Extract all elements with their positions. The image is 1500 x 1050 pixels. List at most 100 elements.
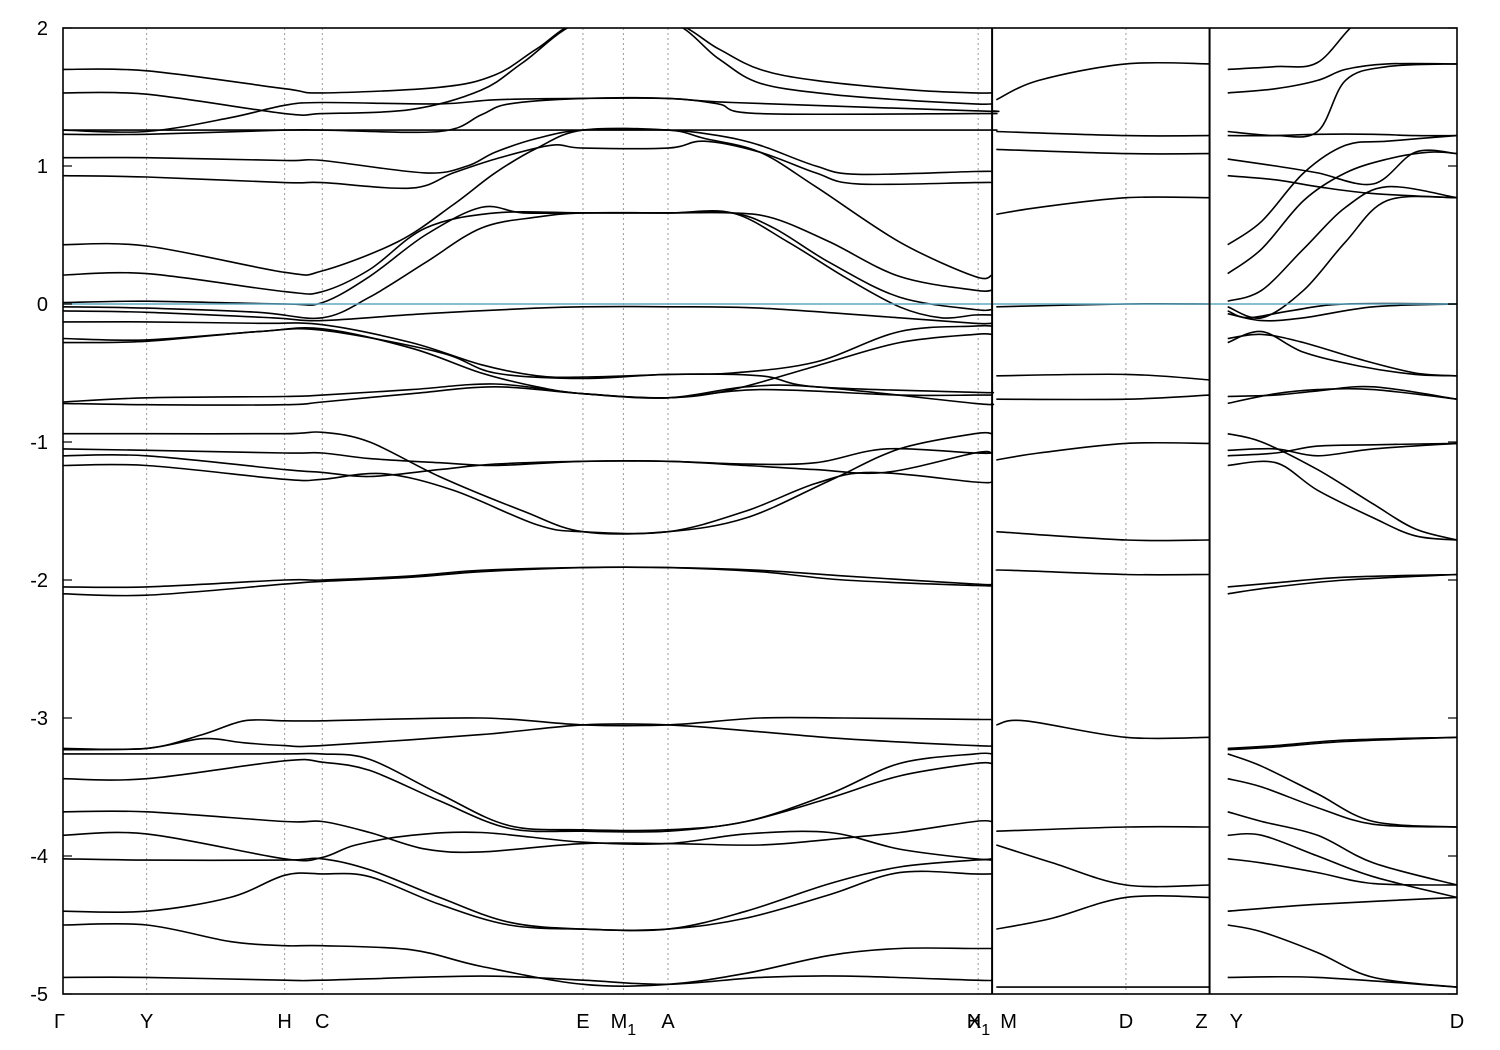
band-line-25 xyxy=(63,752,993,832)
band-line-23 xyxy=(63,716,993,751)
band-line-56 xyxy=(1227,185,1457,302)
plot-frame xyxy=(62,27,1458,995)
x-tick-label: Y xyxy=(1230,1011,1243,1033)
band-line-73 xyxy=(1227,777,1457,828)
band-line-29 xyxy=(63,857,993,932)
band-line-27 xyxy=(63,810,993,854)
band-line-19 xyxy=(63,447,993,478)
band-line-30 xyxy=(63,858,993,932)
band-line-63 xyxy=(1227,387,1457,405)
y-tick-label: -5 xyxy=(30,984,48,1006)
band-line-60 xyxy=(1227,333,1457,377)
band-line-53 xyxy=(1227,174,1457,199)
y-tick-label: 2 xyxy=(37,18,48,40)
band-line-5 xyxy=(63,128,993,176)
band-lines xyxy=(63,28,1457,988)
band-line-2 xyxy=(63,97,1000,133)
band-line-67 xyxy=(1227,460,1457,541)
band-line-24 xyxy=(63,723,993,751)
band-line-31 xyxy=(63,922,993,987)
band-line-15 xyxy=(63,383,995,406)
y-tick-label: -1 xyxy=(30,432,48,454)
x-tick-label: M xyxy=(1000,1011,1017,1033)
k-point-guides xyxy=(146,28,1127,994)
y-tick-label: -4 xyxy=(30,846,48,868)
segment-separators xyxy=(991,28,1211,994)
band-line-78 xyxy=(1227,924,1457,988)
y-tick-label: 0 xyxy=(37,294,48,316)
band-line-41 xyxy=(996,530,1210,542)
band-line-0 xyxy=(63,28,993,94)
band-line-3 xyxy=(63,96,998,136)
band-line-32 xyxy=(63,975,993,986)
band-line-28 xyxy=(63,830,993,862)
x-tick-label: C xyxy=(315,1011,329,1033)
x-tick-label: M1 xyxy=(611,1011,637,1039)
band-line-68 xyxy=(1227,573,1457,588)
band-line-21 xyxy=(63,566,993,589)
band-line-48 xyxy=(1227,28,1352,71)
x-tick-label: D xyxy=(1450,1011,1464,1033)
y-tick-label: 1 xyxy=(37,156,48,178)
band-line-11 xyxy=(63,305,993,325)
band-line-9 xyxy=(63,205,993,312)
band-line-57 xyxy=(1227,195,1457,320)
band-line-59 xyxy=(1227,303,1457,322)
band-line-64 xyxy=(1227,432,1457,541)
band-line-38 xyxy=(996,373,1210,381)
x-tick-label: Y xyxy=(140,1011,153,1033)
band-line-22 xyxy=(63,566,993,597)
band-line-66 xyxy=(1227,442,1457,457)
band-line-7 xyxy=(63,127,993,280)
band-line-54 xyxy=(1227,134,1457,246)
band-line-61 xyxy=(1227,330,1457,377)
x-tick-label: H1 xyxy=(967,1011,990,1039)
x-tick-label: E xyxy=(576,1011,589,1033)
band-line-49 xyxy=(1227,62,1457,94)
band-line-52 xyxy=(1227,149,1457,186)
band-line-34 xyxy=(996,130,1210,137)
band-line-79 xyxy=(1227,975,1457,988)
band-line-14 xyxy=(63,327,995,394)
band-line-51 xyxy=(1227,133,1457,137)
band-line-33 xyxy=(995,61,1210,101)
band-line-26 xyxy=(63,758,993,833)
x-tick-label: Z xyxy=(1195,1011,1207,1033)
band-line-43 xyxy=(996,719,1210,740)
band-line-55 xyxy=(1227,151,1457,275)
x-tick-label: Γ xyxy=(54,1011,65,1033)
band-line-16 xyxy=(63,385,993,406)
band-line-76 xyxy=(1227,858,1457,886)
band-line-45 xyxy=(996,844,1210,888)
band-line-6 xyxy=(63,140,993,190)
band-line-1 xyxy=(63,28,993,116)
x-tick-label: X xyxy=(968,1011,981,1033)
band-line-12 xyxy=(63,321,993,379)
band-line-46 xyxy=(996,895,1210,930)
band-line-10 xyxy=(63,209,993,320)
x-tick-label: D xyxy=(1119,1011,1133,1033)
band-line-40 xyxy=(996,441,1210,461)
x-tick-label: A xyxy=(661,1011,675,1033)
band-line-42 xyxy=(995,569,1210,576)
band-line-44 xyxy=(996,825,1210,832)
band-line-75 xyxy=(1227,832,1457,899)
band-line-72 xyxy=(1227,753,1457,828)
x-axis: Γ Y H C E M1 A XH1 M D Z Y D xyxy=(54,1011,1464,1039)
y-axis: 2 1 0 -1 -2 -3 -4 -5 xyxy=(30,18,1457,1006)
band-line-39 xyxy=(996,394,1210,401)
band-line-71 xyxy=(1227,736,1457,751)
band-line-65 xyxy=(1227,442,1457,457)
x-tick-label: H xyxy=(277,1011,291,1033)
band-line-69 xyxy=(1227,573,1457,595)
band-line-50 xyxy=(1227,63,1457,138)
y-tick-label: -2 xyxy=(30,570,48,592)
band-line-74 xyxy=(1227,811,1457,886)
band-line-77 xyxy=(1227,896,1457,912)
band-line-35 xyxy=(996,148,1210,155)
band-line-36 xyxy=(996,196,1210,216)
y-tick-label: -3 xyxy=(30,708,48,730)
band-line-17 xyxy=(63,431,993,535)
band-line-20 xyxy=(63,463,993,535)
